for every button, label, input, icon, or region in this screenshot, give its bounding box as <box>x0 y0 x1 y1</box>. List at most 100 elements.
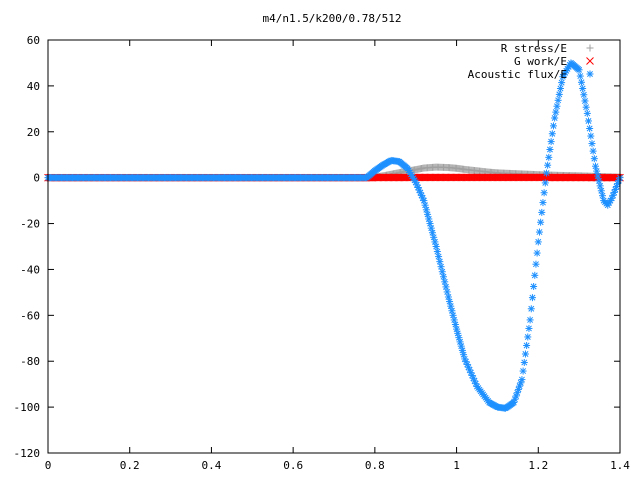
data-point <box>547 138 555 146</box>
data-point <box>589 147 597 155</box>
data-point <box>426 220 434 228</box>
data-point <box>519 367 527 375</box>
y-tick-label: 20 <box>27 126 40 139</box>
data-point <box>457 342 465 350</box>
data-point <box>609 191 617 199</box>
legend-label: R stress/E <box>501 42 567 55</box>
x-tick-label: 0.4 <box>201 459 221 472</box>
data-point <box>439 273 447 281</box>
data-point <box>577 78 585 86</box>
data-point <box>514 385 522 393</box>
data-point <box>447 302 455 310</box>
data-point <box>532 260 540 268</box>
data-point <box>580 91 588 99</box>
y-tick-label: -60 <box>20 309 40 322</box>
x-tick-label: 1.4 <box>610 459 630 472</box>
data-point <box>538 208 546 216</box>
data-point <box>424 210 432 218</box>
data-point <box>526 316 534 324</box>
x-tick-label: 0 <box>45 459 52 472</box>
data-point <box>420 197 428 205</box>
data-point <box>544 161 552 169</box>
data-point <box>534 238 542 246</box>
y-tick-label: 0 <box>33 172 40 185</box>
data-point <box>548 130 556 138</box>
data-point <box>555 90 563 98</box>
data-point <box>598 192 606 200</box>
y-tick-label: -120 <box>14 447 41 460</box>
data-point <box>587 132 595 140</box>
data-point <box>541 179 549 187</box>
data-point <box>458 346 466 354</box>
data-point <box>540 189 548 197</box>
data-point <box>531 271 539 279</box>
data-point <box>594 172 602 180</box>
legend-marker <box>586 57 594 65</box>
y-tick-label: 60 <box>27 34 40 47</box>
data-point <box>545 153 553 161</box>
data-point <box>421 201 429 209</box>
x-tick-label: 0.8 <box>365 459 385 472</box>
data-point <box>518 376 526 384</box>
data-point <box>437 263 445 271</box>
data-point <box>590 155 598 163</box>
data-point <box>455 334 463 342</box>
data-point <box>418 191 426 199</box>
data-point <box>432 243 440 250</box>
y-tick-label: -100 <box>14 401 41 414</box>
data-point <box>554 96 562 104</box>
data-point <box>520 359 528 367</box>
data-point <box>435 253 443 261</box>
data-point <box>460 351 468 359</box>
y-tick-label: -80 <box>20 355 40 368</box>
data-point <box>546 145 554 153</box>
data-point <box>582 103 590 111</box>
data-point <box>433 248 441 256</box>
data-point <box>436 258 444 266</box>
data-point <box>442 283 450 291</box>
data-point <box>524 333 532 341</box>
data-point <box>427 224 435 232</box>
data-point <box>535 228 543 236</box>
data-point <box>586 125 594 132</box>
data-point <box>438 268 446 276</box>
data-point <box>533 249 541 257</box>
data-point <box>591 162 599 170</box>
data-point <box>553 102 561 110</box>
data-point <box>525 324 533 332</box>
y-tick-label: 40 <box>27 80 40 93</box>
data-point <box>428 229 436 237</box>
data-point <box>443 288 451 296</box>
data-point <box>527 305 535 313</box>
data-point <box>595 177 603 185</box>
data-point <box>551 114 559 122</box>
data-point <box>542 169 550 177</box>
data-point <box>454 329 462 337</box>
x-tick-label: 0.2 <box>120 459 140 472</box>
data-point <box>521 350 529 358</box>
data-point <box>549 122 557 130</box>
data-point <box>451 321 459 329</box>
data-point <box>425 215 433 223</box>
data-point <box>539 199 547 207</box>
x-tick-label: 1.2 <box>528 459 548 472</box>
data-point <box>552 108 560 116</box>
data-point <box>422 206 430 214</box>
data-point <box>449 311 457 319</box>
data-point <box>453 325 461 333</box>
data-point <box>444 293 452 301</box>
data-point <box>584 117 592 125</box>
data-point <box>583 109 591 117</box>
y-tick-label: -40 <box>20 263 40 276</box>
data-point <box>517 379 525 387</box>
tick-layer: 0 0.2 0.4 0.6 0.8 1 1.2 1.4 -120 -100 -80 -60 -40 -20… <box>14 34 631 472</box>
legend-marker <box>586 44 594 52</box>
legend-marker <box>586 70 594 78</box>
data-point <box>576 72 584 80</box>
data-point <box>431 238 439 246</box>
data-point <box>523 341 531 349</box>
data-point <box>596 182 604 190</box>
data-point <box>530 282 538 290</box>
